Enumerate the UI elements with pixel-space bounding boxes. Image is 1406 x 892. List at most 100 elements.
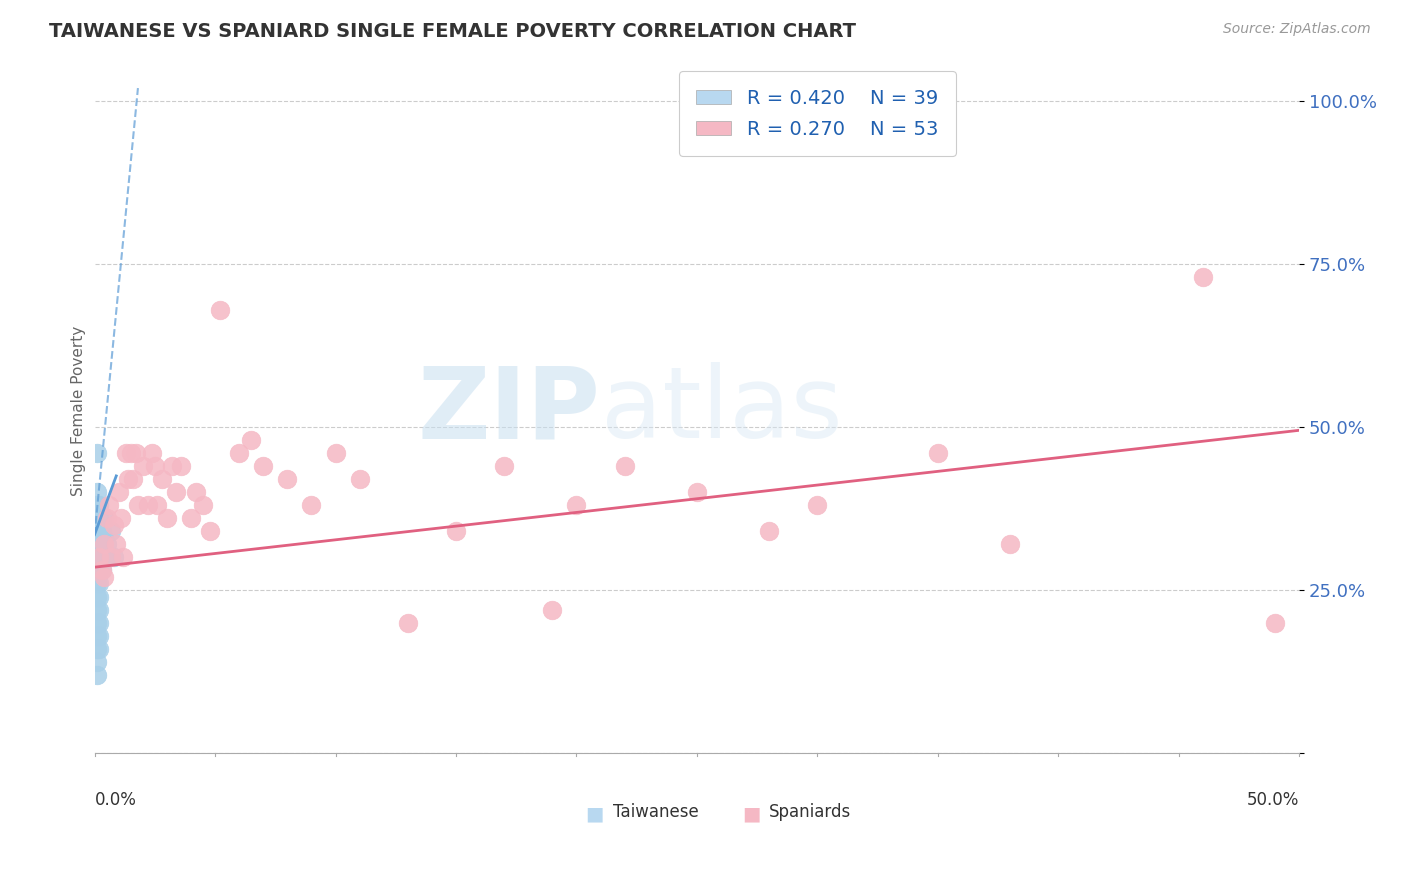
Point: [240, 433, 263, 447]
Point: [90, 564, 112, 578]
Point: [93, 570, 115, 584]
Point: [228, 446, 250, 460]
Point: [90, 564, 112, 578]
Point: [86, 446, 108, 460]
Point: [89, 550, 111, 565]
Point: [90, 550, 112, 565]
Point: [86, 564, 108, 578]
Point: [89, 498, 111, 512]
Point: [184, 485, 207, 500]
Point: [613, 459, 636, 474]
Text: Spaniards: Spaniards: [769, 803, 852, 821]
Point: [998, 537, 1021, 551]
Point: [86, 550, 108, 565]
Point: [115, 446, 138, 460]
Point: [180, 511, 202, 525]
Point: [96, 537, 118, 551]
Point: [86, 602, 108, 616]
Legend: R = 0.420    N = 39, R = 0.270    N = 53: R = 0.420 N = 39, R = 0.270 N = 53: [679, 71, 956, 156]
Point: [86, 498, 108, 512]
Text: ■: ■: [742, 805, 761, 823]
Text: TAIWANESE VS SPANIARD SINGLE FEMALE POVERTY CORRELATION CHART: TAIWANESE VS SPANIARD SINGLE FEMALE POVE…: [49, 22, 856, 41]
Point: [349, 472, 371, 486]
Text: atlas: atlas: [600, 362, 842, 459]
Point: [86, 615, 108, 630]
Text: ZIP: ZIP: [418, 362, 600, 459]
Point: [686, 485, 709, 500]
Point: [86, 655, 108, 669]
Point: [89, 537, 111, 551]
Point: [93, 550, 115, 565]
Point: [122, 472, 145, 486]
Point: [252, 459, 274, 474]
Point: [90, 537, 112, 551]
Point: [89, 590, 111, 604]
Text: Source: ZipAtlas.com: Source: ZipAtlas.com: [1223, 22, 1371, 37]
Point: [86, 485, 108, 500]
Point: [89, 524, 111, 539]
Point: [156, 511, 179, 525]
Point: [86, 524, 108, 539]
Point: [89, 511, 111, 525]
Point: [124, 446, 146, 460]
Point: [89, 615, 111, 630]
Y-axis label: Single Female Poverty: Single Female Poverty: [72, 326, 86, 496]
Point: [93, 511, 115, 525]
Point: [146, 498, 169, 512]
Point: [89, 564, 111, 578]
Point: [105, 537, 128, 551]
Point: [565, 498, 588, 512]
Point: [86, 667, 108, 681]
Point: [141, 446, 163, 460]
Point: [1192, 270, 1215, 285]
Text: 50.0%: 50.0%: [1247, 790, 1299, 809]
Point: [541, 602, 564, 616]
Point: [276, 472, 298, 486]
Point: [117, 472, 139, 486]
Point: [143, 459, 166, 474]
Point: [200, 524, 222, 539]
Point: [93, 531, 115, 545]
Text: Taiwanese: Taiwanese: [613, 803, 699, 821]
Point: [325, 446, 347, 460]
Point: [120, 446, 142, 460]
Point: [107, 485, 129, 500]
Point: [160, 459, 183, 474]
Point: [1264, 615, 1286, 630]
Point: [103, 517, 125, 532]
Point: [132, 459, 155, 474]
Point: [103, 550, 125, 565]
Text: 0.0%: 0.0%: [94, 790, 136, 809]
Point: [86, 590, 108, 604]
Point: [86, 576, 108, 591]
Text: ■: ■: [585, 805, 603, 823]
Point: [444, 524, 467, 539]
Point: [150, 472, 173, 486]
Point: [127, 498, 149, 512]
Point: [806, 498, 828, 512]
Point: [494, 459, 516, 474]
Point: [89, 576, 111, 591]
Point: [89, 641, 111, 656]
Point: [208, 302, 231, 317]
Point: [100, 524, 122, 539]
Point: [136, 498, 159, 512]
Point: [98, 550, 121, 565]
Point: [170, 459, 193, 474]
Point: [93, 537, 115, 551]
Point: [927, 446, 949, 460]
Point: [89, 602, 111, 616]
Point: [86, 641, 108, 656]
Point: [191, 498, 214, 512]
Point: [110, 511, 132, 525]
Point: [758, 524, 780, 539]
Point: [98, 498, 121, 512]
Point: [90, 524, 112, 539]
Point: [86, 537, 108, 551]
Point: [396, 615, 419, 630]
Point: [96, 511, 118, 525]
Point: [86, 511, 108, 525]
Point: [86, 629, 108, 643]
Point: [89, 629, 111, 643]
Point: [112, 550, 135, 565]
